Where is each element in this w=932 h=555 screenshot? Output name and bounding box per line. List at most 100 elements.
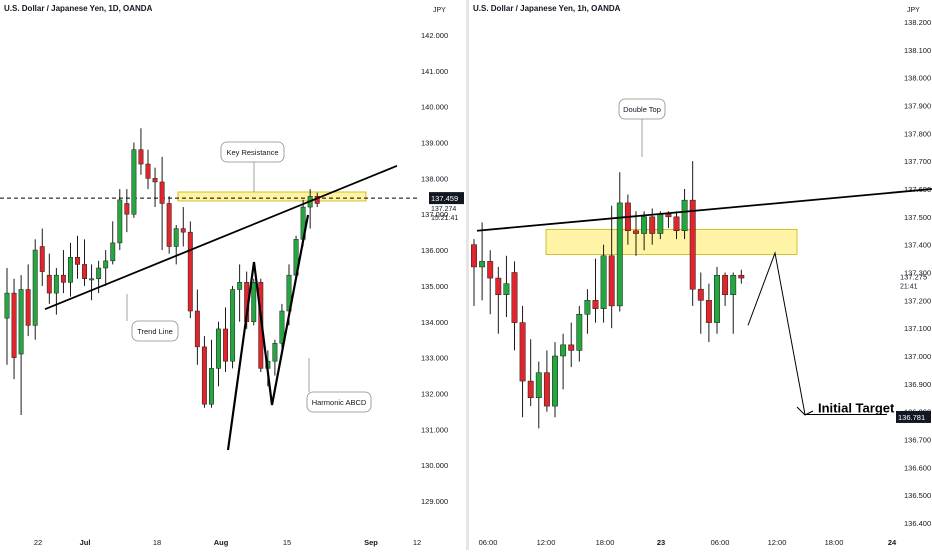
candle-down[interactable] [39, 246, 45, 272]
candle-up[interactable] [279, 310, 285, 344]
y-tick-label: 132.000 [421, 389, 448, 398]
candle-down[interactable] [145, 163, 151, 179]
candle-up[interactable] [272, 343, 278, 362]
candle-up[interactable] [237, 282, 243, 290]
candle-down[interactable] [201, 346, 207, 405]
candle-down[interactable] [519, 322, 526, 382]
initial-target-label: Initial Target [818, 400, 895, 415]
candle-down[interactable] [543, 372, 550, 407]
trend-line[interactable] [476, 188, 932, 232]
candle-up[interactable] [4, 292, 10, 319]
candle-down[interactable] [471, 244, 477, 268]
harmonic-abcd-pattern[interactable] [226, 214, 310, 451]
candle-down[interactable] [194, 310, 200, 348]
candle-down[interactable] [138, 149, 144, 165]
pane-divider[interactable] [466, 0, 469, 550]
candle-up[interactable] [209, 368, 214, 405]
candle-down[interactable] [46, 274, 52, 294]
y-tick-label: 137.000 [904, 352, 931, 361]
candle-down[interactable] [689, 199, 696, 290]
x-tick-label: 12:00 [537, 538, 556, 547]
candle-down[interactable] [187, 231, 193, 312]
candle-down[interactable] [697, 288, 704, 301]
candle-down[interactable] [180, 228, 186, 233]
annotation-box[interactable] [131, 320, 179, 342]
candle-down[interactable] [738, 275, 745, 279]
y-tick-label: 131.000 [421, 425, 448, 434]
candle-up[interactable] [714, 275, 720, 323]
candle-up[interactable] [53, 274, 59, 294]
x-tick-label: 22 [34, 538, 42, 547]
candle-down[interactable] [75, 256, 80, 265]
candle-down[interactable] [124, 203, 130, 215]
price-scale[interactable] [421, 0, 466, 550]
y-tick-label: 138.200 [904, 18, 931, 27]
candle-up[interactable] [600, 255, 607, 309]
candle-up[interactable] [103, 260, 109, 269]
candle-down[interactable] [673, 216, 680, 231]
candle-down[interactable] [495, 277, 502, 296]
y-tick-label: 138.000 [421, 174, 448, 183]
candle-up[interactable] [552, 355, 558, 407]
candle-down[interactable] [60, 274, 66, 283]
candle-up[interactable] [479, 261, 486, 268]
candle-up[interactable] [641, 216, 648, 234]
candle-down[interactable] [11, 292, 17, 358]
candle-down[interactable] [592, 300, 599, 309]
candle-down[interactable] [511, 272, 518, 323]
price-label: 137.459 [431, 194, 458, 203]
x-tick-label: 23 [657, 538, 665, 547]
candle-down[interactable] [608, 255, 615, 307]
annotation-box[interactable] [306, 391, 372, 413]
y-tick-label: 137.400 [904, 241, 931, 250]
candle-up[interactable] [535, 372, 542, 399]
candle-down[interactable] [665, 213, 672, 218]
candle-up[interactable] [96, 267, 102, 280]
key-resistance-zone[interactable] [177, 191, 367, 202]
resistance-zone[interactable] [545, 228, 798, 255]
candle-up[interactable] [89, 278, 95, 281]
candle-down[interactable] [633, 230, 639, 234]
candle-down[interactable] [159, 181, 165, 204]
candle-down[interactable] [166, 203, 172, 247]
hourly-chart-pane[interactable]: U.S. Dollar / Japanese Yen, 1h, OANDA JP… [469, 0, 932, 550]
target-price-box [896, 410, 931, 423]
candle-up[interactable] [230, 289, 236, 362]
candle-down[interactable] [82, 264, 87, 280]
candle-down[interactable] [722, 275, 729, 296]
trend-line[interactable] [44, 165, 398, 311]
candle-down[interactable] [568, 344, 575, 351]
candle-up[interactable] [18, 289, 24, 355]
candle-up[interactable] [173, 228, 179, 247]
annotation-box[interactable] [220, 141, 285, 163]
candle-up[interactable] [616, 202, 623, 307]
candle-up[interactable] [576, 314, 583, 351]
candle-down[interactable] [705, 300, 712, 323]
candle-up[interactable] [560, 344, 567, 357]
candle-down[interactable] [487, 261, 494, 279]
candle-up[interactable] [131, 149, 137, 215]
candle-up[interactable] [251, 282, 257, 323]
y-tick-label: 130.000 [421, 461, 448, 470]
projection-path[interactable] [747, 251, 806, 415]
price-scale[interactable] [887, 0, 932, 550]
candle-down[interactable] [25, 289, 31, 326]
candle-down[interactable] [152, 178, 158, 183]
candle-up[interactable] [657, 213, 664, 234]
candle-up[interactable] [584, 300, 591, 315]
candle-down[interactable] [223, 328, 229, 362]
candle-down[interactable] [527, 380, 534, 398]
daily-chart-pane[interactable]: U.S. Dollar / Japanese Yen, 1D, OANDA JP… [0, 0, 466, 550]
candle-up[interactable] [32, 249, 38, 326]
candle-up[interactable] [216, 328, 221, 369]
candle-up[interactable] [110, 242, 116, 262]
candle-up[interactable] [730, 275, 737, 296]
candle-up[interactable] [503, 283, 510, 296]
hourly-chart-canvas[interactable]: JPY 138.200 138.100 138.000 137.900 137.800 13… [469, 0, 932, 550]
daily-chart-canvas[interactable]: JPY 142.000 141.000 140.000 139.000 138.000 13… [0, 0, 466, 550]
candle-up[interactable] [681, 199, 688, 231]
candle-up[interactable] [68, 256, 73, 283]
candle-up[interactable] [117, 199, 123, 244]
x-tick-label: 18:00 [596, 538, 615, 547]
candle-down[interactable] [649, 216, 656, 234]
